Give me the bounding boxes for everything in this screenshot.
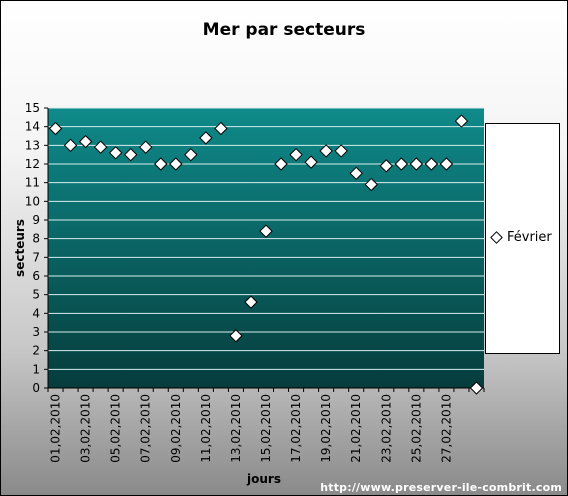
data-point [289,147,303,162]
legend: Février [485,123,560,354]
data-point [469,381,484,395]
diamond-marker-icon [490,231,503,244]
x-tick-label: 09,02,2010 [169,394,183,463]
y-tick-label: 3 [32,325,40,339]
data-point [199,131,213,145]
data-point [379,159,393,173]
data-point [123,147,138,162]
y-axis-label: secteurs [13,219,27,277]
x-tick-label: 11,02,2010 [199,394,213,463]
data-point [139,140,153,154]
y-tick-label: 4 [32,306,40,320]
x-tick-label: 23,02,2010 [379,394,393,463]
x-tick-label: 01,02,2010 [49,394,63,463]
data-point [409,157,424,171]
website-footer: http://www.preserver-ile-combrit.com [320,481,562,494]
x-tick-label: 05,02,2010 [109,394,123,463]
data-point [93,140,108,154]
data-points [48,114,484,395]
data-point [108,146,123,160]
data-point [349,166,363,181]
data-point [394,157,409,171]
y-tick-label: 7 [32,250,40,264]
x-tick-label: 13,02,2010 [229,394,243,463]
y-tick-label: 13 [25,138,40,152]
y-tick-label: 14 [25,120,40,134]
data-point [78,134,93,149]
data-point [364,177,378,192]
data-point [424,157,439,171]
y-tick-label: 10 [25,194,40,208]
y-tick-label: 12 [25,157,40,171]
x-tick-label: 15,02,2010 [259,394,273,463]
data-point [304,155,318,169]
data-point [154,157,168,171]
data-point [184,147,198,162]
data-point [169,157,183,171]
data-point [48,121,63,136]
y-tick-label: 0 [32,381,40,395]
grid-lines [48,107,484,370]
data-point [244,295,258,309]
plot-area [48,108,484,388]
y-tick-label: 1 [32,362,40,376]
x-tick-label: 17,02,2010 [289,394,303,463]
data-point [439,157,454,171]
y-tick-label: 2 [32,344,40,358]
x-tick-label: 03,02,2010 [79,394,93,463]
legend-label: Février [507,230,552,245]
x-tick-label: 21,02,2010 [349,394,363,463]
x-tick-label: 25,02,2010 [409,394,423,463]
axes [44,107,485,392]
x-axis-label: jours [247,472,281,486]
x-tick-labels: 01,02,2010 03,02,2010 05,02,2010 07,02,2010… [49,394,454,463]
y-tick-label: 5 [32,288,40,302]
data-point [319,144,333,158]
y-tick-label: 9 [32,213,40,227]
data-point [334,144,348,158]
data-point [259,224,273,238]
x-tick-label: 19,02,2010 [319,394,333,463]
y-tick-label: 11 [25,176,40,190]
data-point [229,329,243,343]
y-tick-label: 8 [32,232,40,246]
x-tick-label: 07,02,2010 [139,394,153,463]
legend-item: Février [490,230,552,245]
x-tick-label: 27,02,2010 [439,394,453,463]
data-point [214,121,228,136]
chart-title: Mer par secteurs [202,20,366,40]
y-tick-label: 6 [32,269,40,283]
data-point [63,138,78,153]
data-point [454,114,469,128]
y-tick-label: 15 [25,101,40,115]
data-point [274,157,288,171]
